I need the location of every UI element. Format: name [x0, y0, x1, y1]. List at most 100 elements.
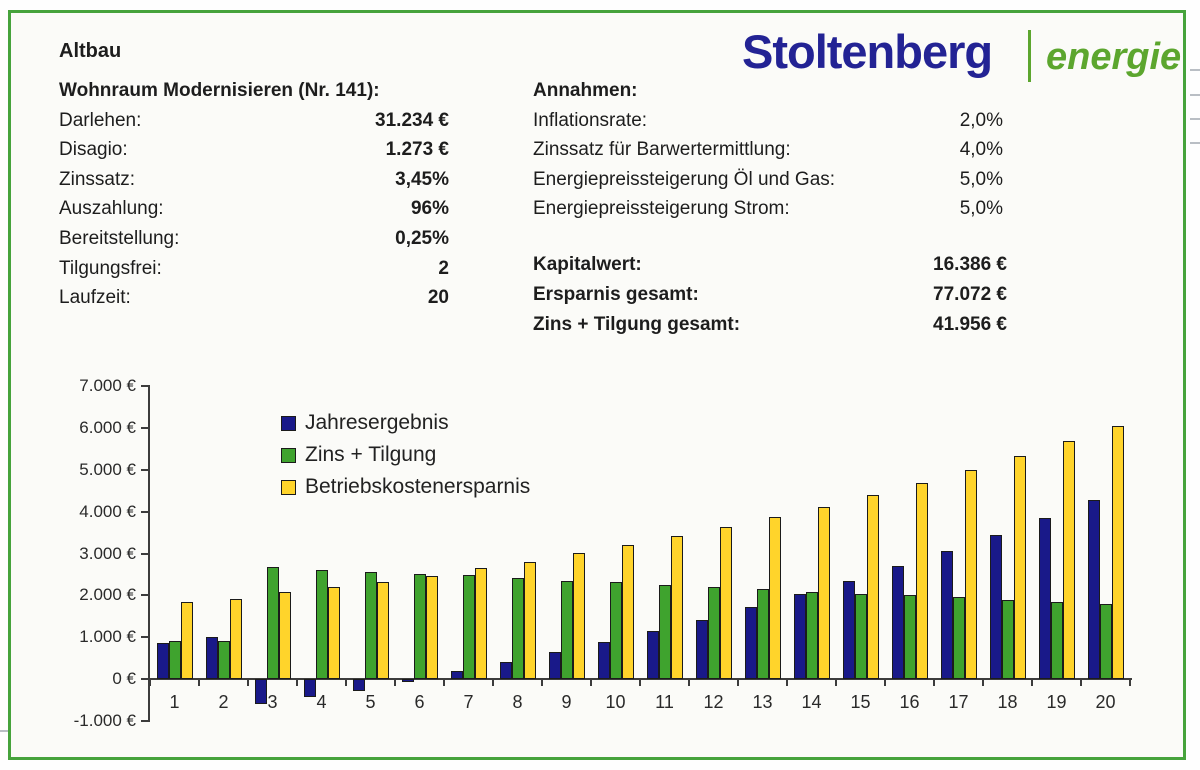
bar-betriebskostenersparnis-year-20	[1111, 425, 1124, 680]
loan-label: Darlehen:	[59, 109, 142, 131]
x-axis-label: 16	[899, 692, 920, 713]
bar-zins-tilgung-year-18	[1001, 599, 1014, 680]
bar-zins-tilgung-year-9	[560, 580, 573, 680]
loan-label: Laufzeit:	[59, 287, 131, 309]
bar-betriebskostenersparnis-year-18	[1013, 456, 1026, 680]
logo-energie: energie	[1046, 36, 1182, 78]
x-axis-tick	[1080, 679, 1082, 687]
assumption-row: Inflationsrate: 2,0%	[533, 106, 1003, 136]
bar-betriebskostenersparnis-year-3	[278, 591, 291, 680]
bar-betriebskostenersparnis-year-9	[572, 553, 585, 680]
x-axis-label: 7	[463, 692, 474, 713]
loan-row: Auszahlung: 96%	[59, 194, 449, 224]
page-edge-gridline	[0, 730, 8, 732]
page-edge-gridline	[1190, 94, 1200, 96]
y-axis-tick	[141, 678, 148, 681]
bar-jahresergebnis-year-6	[401, 679, 414, 682]
total-row: Ersparnis gesamt: 77.072 €	[533, 280, 1007, 310]
y-axis-tick	[141, 552, 148, 555]
y-axis-label: 4.000 €	[79, 501, 136, 521]
legend-item: Zins + Tilgung	[281, 439, 530, 471]
bar-betriebskostenersparnis-year-14	[817, 507, 830, 680]
bar-jahresergebnis-year-1	[156, 642, 169, 680]
legend-label: Betriebskostenersparnis	[305, 475, 531, 498]
loan-parameters: Wohnraum Modernisieren (Nr. 141): Darleh…	[59, 76, 449, 313]
bar-zins-tilgung-year-11	[658, 585, 671, 680]
y-axis-label: 1.000 €	[79, 627, 136, 647]
loan-value: 2	[438, 257, 449, 279]
y-axis-tick	[141, 594, 148, 597]
x-axis-label: 3	[267, 692, 278, 713]
x-axis-tick	[394, 679, 396, 687]
bar-zins-tilgung-year-6	[413, 574, 426, 680]
x-axis-tick	[737, 679, 739, 687]
total-value: 16.386 €	[933, 254, 1007, 275]
x-axis-label: 4	[316, 692, 327, 713]
x-axis-label: 13	[752, 692, 773, 713]
bar-jahresergebnis-year-7	[450, 670, 463, 680]
x-axis-label: 10	[605, 692, 626, 713]
bar-betriebskostenersparnis-year-10	[621, 545, 634, 680]
bar-jahresergebnis-year-15	[842, 580, 855, 680]
loan-row: Darlehen: 31.234 €	[59, 106, 449, 136]
bar-jahresergebnis-year-17	[940, 551, 953, 680]
bar-betriebskostenersparnis-year-11	[670, 536, 683, 680]
assumption-row: Energiepreissteigerung Öl und Gas: 5,0%	[533, 165, 1003, 195]
bar-jahresergebnis-year-10	[597, 642, 610, 680]
y-axis-label: 3.000 €	[79, 543, 136, 563]
loan-row: Tilgungsfrei: 2	[59, 254, 449, 284]
bar-zins-tilgung-year-17	[952, 597, 965, 680]
loan-label: Zinssatz:	[59, 168, 136, 190]
x-axis-tick	[639, 679, 641, 687]
assumption-row: Energiepreissteigerung Strom: 5,0%	[533, 194, 1003, 224]
x-axis-tick	[541, 679, 543, 687]
bar-jahresergebnis-year-12	[695, 619, 708, 680]
bar-zins-tilgung-year-3	[266, 566, 279, 680]
x-axis-label: 18	[997, 692, 1018, 713]
bar-betriebskostenersparnis-year-17	[964, 469, 977, 680]
loan-value: 96%	[410, 198, 449, 220]
x-axis-label: 8	[512, 692, 523, 713]
total-label: Kapitalwert:	[533, 254, 642, 275]
bar-jahresergebnis-year-4	[303, 679, 316, 698]
loan-value: 1.273 €	[385, 139, 449, 161]
bar-jahresergebnis-year-20	[1087, 499, 1100, 680]
bar-zins-tilgung-year-1	[168, 641, 181, 680]
y-axis-tick	[141, 468, 148, 471]
x-axis-tick	[247, 679, 249, 687]
y-axis	[148, 385, 150, 722]
loan-row: Disagio: 1.273 €	[59, 135, 449, 165]
y-axis-label: 6.000 €	[79, 417, 136, 437]
assumption-value: 5,0%	[959, 168, 1003, 190]
assumption-value: 4,0%	[959, 139, 1003, 161]
bar-betriebskostenersparnis-year-19	[1062, 441, 1075, 680]
y-axis-label: -1.000 €	[73, 711, 136, 730]
y-axis-tick	[141, 720, 148, 722]
bar-zins-tilgung-year-15	[854, 594, 867, 680]
x-axis-label: 5	[365, 692, 376, 713]
assumption-label: Inflationsrate:	[533, 109, 648, 131]
y-axis-label: 5.000 €	[79, 459, 136, 479]
assumptions-heading: Annahmen:	[533, 80, 638, 101]
bar-jahresergebnis-year-11	[646, 630, 659, 680]
x-axis-tick	[933, 679, 935, 687]
bar-betriebskostenersparnis-year-6	[425, 575, 438, 680]
x-axis-label: 19	[1046, 692, 1067, 713]
bar-betriebskostenersparnis-year-1	[180, 601, 193, 680]
x-axis-tick	[443, 679, 445, 687]
bar-zins-tilgung-year-10	[609, 582, 622, 680]
x-axis-tick	[492, 679, 494, 687]
bar-jahresergebnis-year-8	[499, 662, 512, 680]
bar-jahresergebnis-year-19	[1038, 517, 1051, 680]
x-axis-label: 11	[655, 692, 674, 713]
x-axis-tick	[688, 679, 690, 687]
legend-item: Betriebskostenersparnis	[281, 471, 530, 503]
y-axis-label: 7.000 €	[79, 376, 136, 395]
bar-zins-tilgung-year-4	[315, 570, 328, 680]
page-edge-gridline	[1190, 142, 1200, 144]
bar-betriebskostenersparnis-year-13	[768, 517, 781, 680]
loan-value: 20	[427, 287, 449, 309]
loan-row: Bereitstellung: 0,25%	[59, 224, 449, 254]
